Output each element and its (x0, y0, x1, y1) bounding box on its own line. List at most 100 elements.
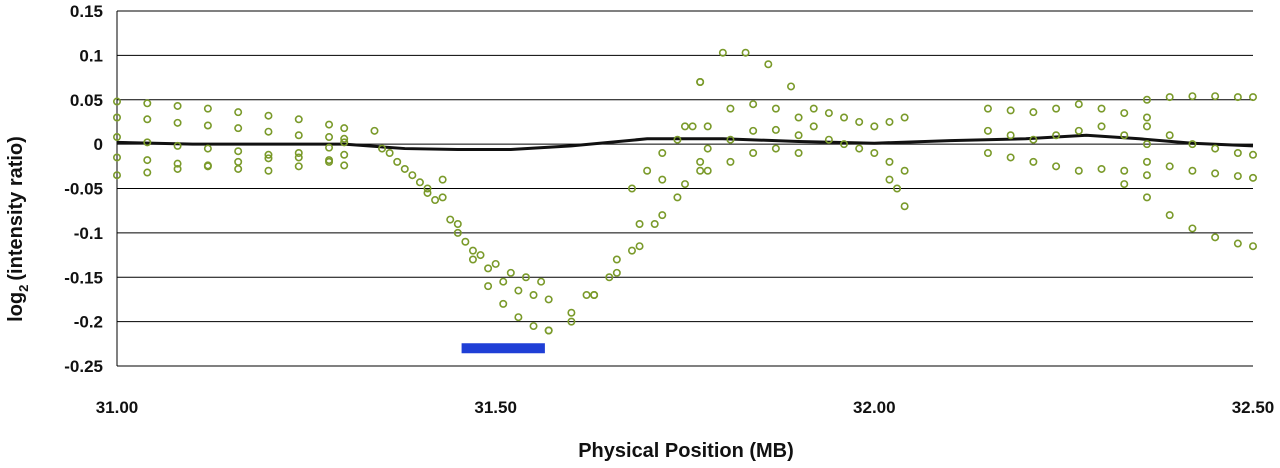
data-point (484, 282, 493, 291)
data-point (1211, 169, 1220, 178)
data-point (855, 117, 864, 126)
data-point (1120, 180, 1129, 189)
data-point (582, 290, 591, 299)
x-tick-label: 31.00 (96, 398, 139, 417)
data-point (529, 322, 538, 331)
data-point (340, 124, 349, 133)
data-point (1120, 166, 1129, 175)
data-point (1188, 92, 1197, 101)
data-point (1052, 162, 1061, 171)
data-point (453, 220, 462, 229)
data-point (544, 295, 553, 304)
data-point (1188, 224, 1197, 233)
data-point (983, 149, 992, 158)
y-axis-title: log2 (intensity ratio) (5, 136, 31, 322)
data-point (400, 164, 409, 173)
data-point (900, 202, 909, 211)
data-point (983, 104, 992, 113)
data-point (840, 140, 849, 149)
data-point (771, 144, 780, 153)
data-point (855, 144, 864, 153)
data-point (688, 122, 697, 131)
data-point (658, 175, 667, 184)
data-point (612, 268, 621, 277)
data-point (393, 157, 402, 166)
data-point (1074, 126, 1083, 135)
data-point (1249, 150, 1258, 159)
data-point (431, 196, 440, 205)
data-point (143, 99, 152, 108)
data-point (143, 115, 152, 124)
y-axis-title-suffix: (intensity ratio) (5, 136, 27, 280)
data-point (264, 150, 273, 159)
data-point (453, 228, 462, 237)
data-point (113, 113, 122, 122)
data-point (983, 126, 992, 135)
data-point (749, 100, 758, 109)
grid-lines (116, 10, 1253, 367)
data-point (264, 154, 273, 163)
data-point (476, 251, 485, 260)
data-point (1142, 113, 1151, 122)
data-point (680, 180, 689, 189)
data-point (264, 166, 273, 175)
data-point (234, 157, 243, 166)
data-point (234, 108, 243, 117)
data-point (650, 220, 659, 229)
data-point (794, 131, 803, 140)
data-point (696, 78, 705, 87)
data-point (173, 159, 182, 168)
region-bar-layer (461, 343, 545, 354)
data-point (325, 133, 334, 142)
x-tick-labels: 31.00 31.50 32.00 32.50 (96, 398, 1275, 417)
data-point (1006, 131, 1015, 140)
y-tick-label: 0 (94, 135, 103, 154)
data-point (1188, 140, 1197, 149)
data-point (885, 157, 894, 166)
data-point (1097, 104, 1106, 113)
data-point (234, 124, 243, 133)
data-point (1142, 193, 1151, 202)
data-point (537, 277, 546, 286)
region-bar (461, 343, 545, 354)
data-point (1165, 162, 1174, 171)
data-point (718, 48, 727, 57)
data-point (680, 122, 689, 131)
data-point (113, 133, 122, 142)
data-point (340, 150, 349, 159)
data-point (113, 153, 122, 162)
y-tick-label: -0.05 (64, 180, 103, 199)
data-point (900, 166, 909, 175)
data-point (1052, 131, 1061, 140)
y-axis-title-subscript: 2 (16, 285, 31, 292)
data-point (438, 193, 447, 202)
data-point (741, 48, 750, 57)
data-point (1188, 166, 1197, 175)
data-point (1142, 157, 1151, 166)
data-point (234, 164, 243, 173)
data-point (461, 237, 470, 246)
data-point (514, 286, 523, 295)
data-point (294, 131, 303, 140)
y-tick-label: -0.2 (74, 313, 103, 332)
data-point (787, 82, 796, 91)
data-point (514, 313, 523, 322)
data-point (438, 175, 447, 184)
data-point (1165, 131, 1174, 140)
y-tick-label: 0.05 (70, 91, 103, 110)
data-point (294, 149, 303, 158)
data-point (824, 109, 833, 118)
data-point (499, 277, 508, 286)
data-point (749, 126, 758, 135)
data-point (264, 127, 273, 136)
data-point (794, 149, 803, 158)
data-point (113, 97, 122, 106)
data-point (1165, 211, 1174, 220)
data-point (643, 166, 652, 175)
data-point (143, 138, 152, 147)
data-point (468, 246, 477, 255)
data-point (627, 246, 636, 255)
data-point (703, 122, 712, 131)
data-point (521, 273, 530, 282)
x-tick-label: 31.50 (474, 398, 517, 417)
